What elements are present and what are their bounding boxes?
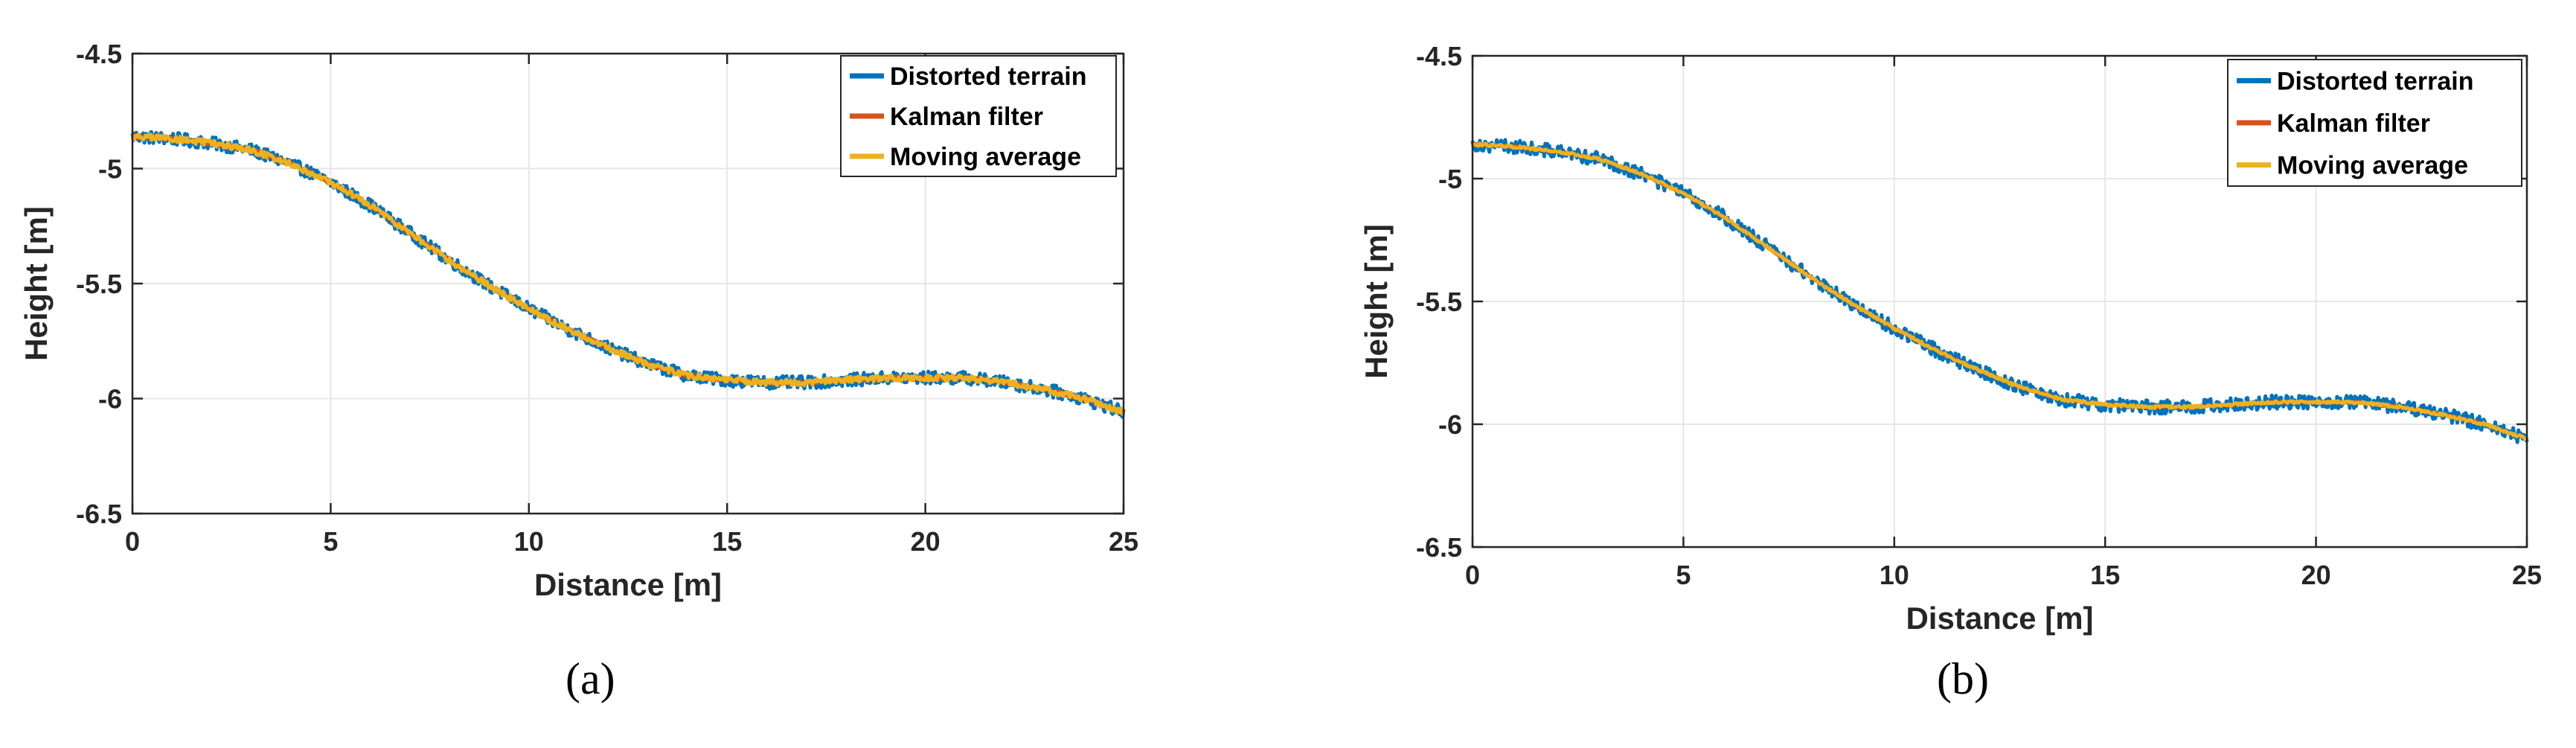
y-tick-label: -6 — [1438, 409, 1462, 440]
chart-panel-a: 0 5 10 15 20 25 -4.5 -5 -5.5 -6 -6.5 Distance [m] He… — [19, 39, 1138, 602]
x-tick-label: 0 — [125, 526, 140, 557]
axis-ticks: 0 5 10 15 20 25 -4.5 -5 -5.5 -6 -6.5 — [76, 39, 1138, 557]
x-tick-label: 5 — [323, 526, 338, 557]
x-tick-label: 15 — [712, 526, 742, 557]
y-tick-label: -4.5 — [76, 39, 122, 69]
axis-ticks: 0 5 10 15 20 25 -4.5 -5 -5.5 -6 -6.5 — [1416, 41, 2542, 590]
x-axis-title: Distance [m] — [1906, 601, 2093, 636]
legend-box — [840, 55, 1117, 177]
x-tick-label: 15 — [2090, 560, 2120, 590]
x-tick-label: 20 — [911, 526, 941, 557]
x-axis-title: Distance [m] — [534, 567, 722, 602]
series-lines — [130, 130, 1126, 419]
y-tick-label: -6 — [98, 384, 122, 415]
series-lines — [1470, 138, 2529, 444]
x-tick-label: 0 — [1465, 560, 1480, 590]
chart-b-svg: 0 5 10 15 20 25 -4.5 -5 -5.5 -6 -6.5 Distance [m] He… — [1359, 41, 2542, 636]
y-tick-label: -5 — [98, 154, 122, 185]
legend-label-distorted-terrain: Distorted terrain — [2277, 67, 2474, 95]
legend-box — [2227, 59, 2522, 187]
chart-panel-b: 0 5 10 15 20 25 -4.5 -5 -5.5 -6 -6.5 Distance [m] He… — [1288, 0, 2576, 748]
panel-label-b: (b) — [1937, 654, 1989, 703]
legend: Distorted terrain Kalman filter Moving ave… — [2227, 59, 2522, 187]
x-tick-label: 25 — [2512, 560, 2542, 590]
x-tick-label: 5 — [1676, 560, 1691, 590]
y-axis-title: Height [m] — [19, 206, 54, 361]
legend-label-kalman-filter: Kalman filter — [890, 103, 1043, 131]
legend-label-moving-average: Moving average — [2277, 152, 2468, 180]
legend-label-distorted-terrain: Distorted terrain — [890, 63, 1087, 91]
x-tick-label: 10 — [514, 526, 544, 557]
x-tick-label: 25 — [1109, 526, 1138, 557]
y-tick-label: -5.5 — [1416, 287, 1462, 317]
y-tick-label: -5.5 — [76, 269, 122, 299]
legend: Distorted terrain Kalman filter Moving ave… — [840, 55, 1117, 177]
y-tick-label: -4.5 — [1416, 41, 1462, 71]
x-tick-label: 20 — [2301, 560, 2331, 590]
x-tick-label: 10 — [1880, 560, 1909, 590]
y-tick-label: -5 — [1438, 164, 1462, 194]
legend-label-moving-average: Moving average — [890, 143, 1081, 171]
legend-label-kalman-filter: Kalman filter — [2277, 109, 2430, 138]
chart-a-svg: 0 5 10 15 20 25 -4.5 -5 -5.5 -6 -6.5 Distance [m] He… — [19, 39, 1138, 602]
series-line-moving-average — [130, 132, 1124, 417]
y-axis-title: Height [m] — [1359, 224, 1394, 379]
series-line-moving-average — [1471, 141, 2528, 441]
panel-label-a: (a) — [565, 654, 615, 703]
y-tick-label: -6.5 — [1416, 532, 1462, 563]
y-tick-label: -6.5 — [76, 499, 122, 529]
